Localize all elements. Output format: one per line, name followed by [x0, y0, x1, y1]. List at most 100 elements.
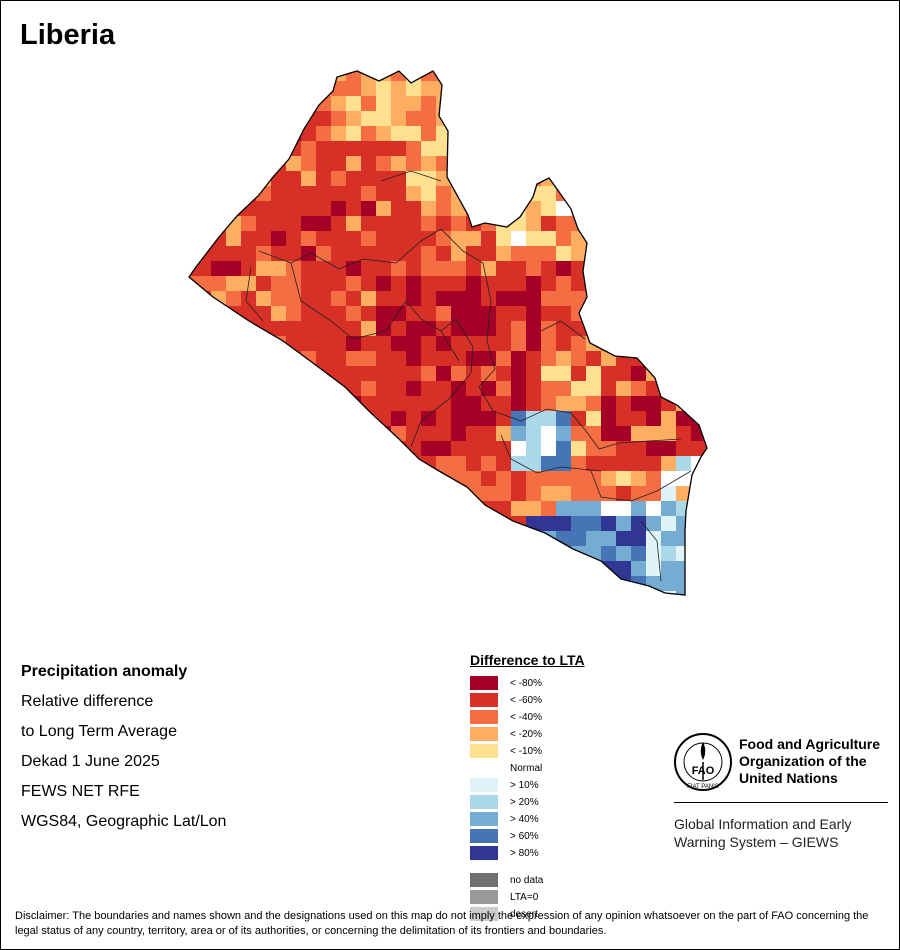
raster-cell: [631, 366, 647, 382]
raster-cell: [406, 351, 422, 367]
raster-cell: [481, 351, 497, 367]
legend-item: desert: [470, 907, 538, 921]
raster-cell: [586, 501, 602, 517]
raster-cell: [211, 71, 227, 82]
raster-cell: [391, 246, 407, 262]
raster-cell: [226, 141, 242, 157]
raster-cell: [586, 576, 602, 592]
raster-cell: [466, 126, 482, 142]
raster-cell: [189, 71, 197, 82]
raster-cell: [571, 396, 587, 412]
raster-cell: [189, 426, 197, 442]
raster-cell: [316, 546, 332, 562]
district-boundary: [540, 320, 586, 340]
raster-cell: [391, 306, 407, 322]
raster-cell: [391, 561, 407, 577]
raster-cell: [541, 96, 557, 112]
raster-cell: [286, 291, 302, 307]
raster-cell: [661, 426, 677, 442]
raster-cell: [541, 381, 557, 397]
raster-cell: [526, 336, 542, 352]
raster-cell: [646, 381, 662, 397]
raster-cell: [361, 516, 377, 532]
raster-cell: [316, 171, 332, 187]
raster-cell: [376, 156, 392, 172]
raster-cell: [226, 531, 242, 547]
raster-cell: [556, 261, 572, 277]
raster-cell: [556, 126, 572, 142]
raster-cell: [676, 291, 692, 307]
legend-label: LTA=0: [510, 891, 539, 903]
raster-cell: [391, 396, 407, 412]
raster-cell: [616, 411, 632, 427]
raster-cell: [286, 396, 302, 412]
raster-cell: [706, 291, 707, 307]
raster-cell: [676, 321, 692, 337]
raster-cell: [676, 201, 692, 217]
raster-cell: [541, 246, 557, 262]
raster-cell: [241, 141, 257, 157]
raster-cell: [556, 171, 572, 187]
raster-cell: [211, 156, 227, 172]
raster-cell: [511, 486, 527, 502]
raster-cell: [241, 231, 257, 247]
raster-cell: [189, 531, 197, 547]
giews-line: Warning System – GIEWS: [674, 834, 839, 850]
raster-cell: [451, 336, 467, 352]
raster-cell: [646, 351, 662, 367]
raster-cell: [646, 396, 662, 412]
fao-name-line: Food and Agriculture: [739, 736, 881, 752]
legend-label: > 20%: [510, 796, 539, 808]
raster-cell: [301, 366, 317, 382]
raster-cell: [256, 126, 272, 142]
raster-cell: [436, 501, 452, 517]
map-title: Liberia: [20, 19, 116, 51]
raster-cell: [691, 156, 707, 172]
raster-cell: [346, 96, 362, 112]
raster-cell: [226, 171, 242, 187]
legend-label: < -40%: [510, 711, 542, 723]
raster-cell: [601, 246, 617, 262]
raster-cell: [526, 531, 542, 547]
raster-cell: [226, 546, 242, 562]
raster-cell: [271, 426, 287, 442]
raster-cell: [376, 591, 392, 595]
raster-cell: [571, 561, 587, 577]
raster-cell: [646, 126, 662, 142]
raster-cell: [586, 81, 602, 97]
raster-cell: [541, 441, 557, 457]
raster-cell: [346, 396, 362, 412]
raster-cell: [361, 381, 377, 397]
raster-cell: [481, 71, 497, 82]
raster-cell: [541, 546, 557, 562]
raster-cell: [211, 411, 227, 427]
raster-cell: [631, 126, 647, 142]
raster-cell: [271, 561, 287, 577]
raster-cell: [391, 261, 407, 277]
raster-cell: [526, 201, 542, 217]
raster-cell: [331, 576, 347, 592]
raster-cell: [691, 336, 707, 352]
raster-cell: [466, 216, 482, 232]
raster-cell: [631, 336, 647, 352]
district-boundary: [352, 300, 460, 362]
raster-cell: [646, 591, 662, 595]
raster-cell: [421, 111, 437, 127]
raster-cell: [286, 171, 302, 187]
raster-cell: [376, 441, 392, 457]
raster-cell: [691, 246, 707, 262]
raster-cell: [241, 396, 257, 412]
raster-cell: [391, 291, 407, 307]
raster-cell: [406, 591, 422, 595]
raster-cell: [406, 381, 422, 397]
raster-cell: [331, 501, 347, 517]
raster-cell: [406, 576, 422, 592]
raster-cell: [211, 561, 227, 577]
raster-cell: [421, 531, 437, 547]
raster-cell: [466, 261, 482, 277]
raster-cell: [196, 81, 212, 97]
legend-item: LTA=0: [470, 890, 538, 904]
raster-cell: [526, 426, 542, 442]
raster-cell: [331, 141, 347, 157]
raster-cell: [196, 321, 212, 337]
